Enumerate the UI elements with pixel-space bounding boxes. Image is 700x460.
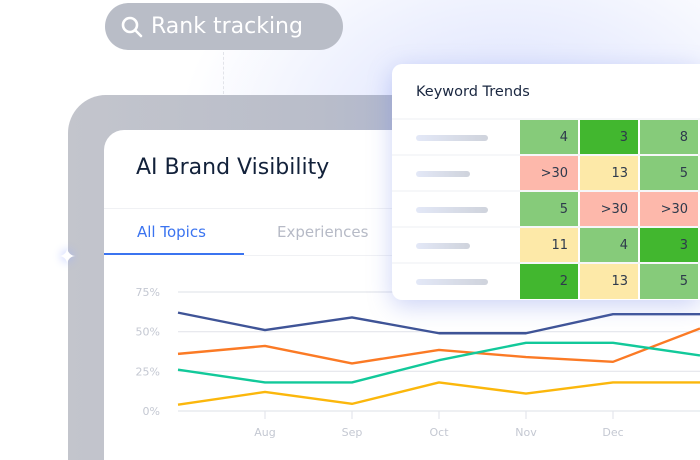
y-tick-label: 50% [136,326,160,339]
keyword-placeholder-bar [416,243,470,249]
keyword-placeholder-bar [416,171,470,177]
x-tick-label: Nov [515,426,537,439]
keyword-row[interactable]: 2 13 5 [392,262,700,299]
rank-cell: >30 [520,156,578,191]
x-tick-label: Sep [342,426,363,439]
keyword-placeholder-bar [416,135,488,141]
keyword-trends-card: Keyword Trends 4 3 8 >30 13 5 5 >30 >30 11 4 3 2 13 5 [392,64,700,300]
rank-cell: 3 [580,120,638,155]
keyword-placeholder-bar [416,207,488,213]
rank-cell: 13 [580,156,638,191]
rank-cell: 4 [520,120,578,155]
y-tick-label: 0% [143,405,160,418]
rank-cell: 4 [580,228,638,263]
keyword-trends-title: Keyword Trends [416,84,530,100]
series-line-2 [177,327,700,365]
x-tick-label: Aug [254,426,275,439]
rank-cell: 5 [640,264,698,299]
tab-all-topics[interactable]: All Topics [137,223,206,241]
rank-cell: 5 [520,192,578,227]
x-tick-label: Dec [602,426,623,439]
y-tick-label: 75% [136,286,160,299]
y-tick-label: 25% [136,365,160,378]
rank-cell: 5 [640,156,698,191]
keyword-row[interactable]: 11 4 3 [392,226,700,263]
rank-cell: >30 [640,192,698,227]
connector-line [223,52,224,94]
x-tick-label: Oct [429,426,449,439]
rank-cell: 11 [520,228,578,263]
keyword-row[interactable]: >30 13 5 [392,154,700,191]
search-icon [121,16,143,37]
rank-cell: >30 [580,192,638,227]
rank-tracking-label: Rank tracking [151,14,303,39]
sparkle-icon: ✦ [58,245,77,270]
rank-cell: 2 [520,264,578,299]
page-title: AI Brand Visibility [136,155,330,180]
rank-cell: 3 [640,228,698,263]
series-line-1 [177,311,700,335]
tab-experiences[interactable]: Experiences [277,223,369,241]
active-tab-indicator [104,253,244,255]
series-line-3 [177,341,700,384]
series-line-4 [177,381,700,406]
keyword-placeholder-bar [416,279,488,285]
rank-cell: 8 [640,120,698,155]
rank-tracking-pill[interactable]: Rank tracking [105,3,343,50]
keyword-row[interactable]: 5 >30 >30 [392,190,700,227]
rank-cell: 13 [580,264,638,299]
